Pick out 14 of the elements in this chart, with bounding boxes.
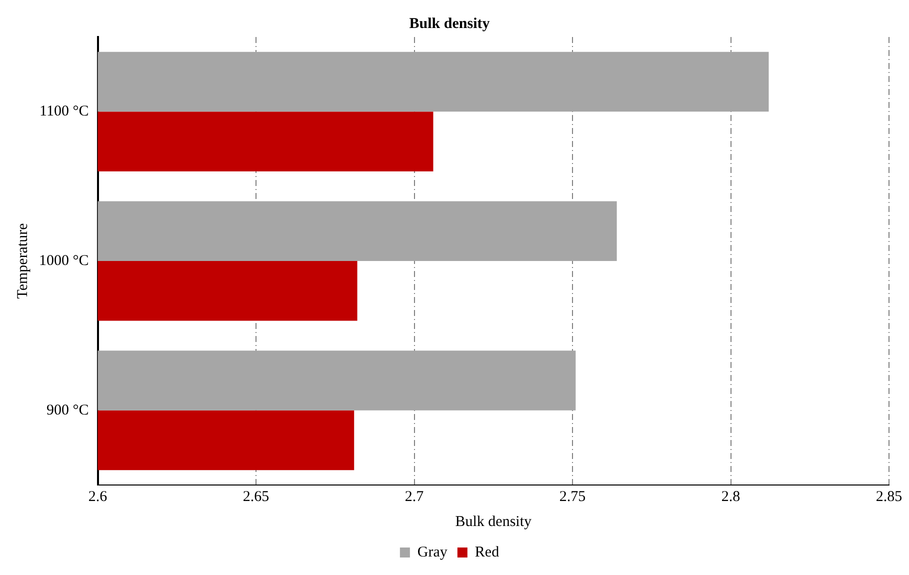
x-tick-label: 2.8 bbox=[721, 488, 740, 505]
x-tick-label: 2.85 bbox=[876, 488, 902, 505]
x-tick-label: 2.75 bbox=[559, 488, 586, 505]
legend-label: Red bbox=[474, 544, 500, 560]
y-tick-label: 1100 °C bbox=[40, 104, 89, 120]
x-tick-label: 2.6 bbox=[88, 488, 108, 505]
y-axis-title: Temperature bbox=[14, 222, 31, 299]
x-tick-label: 2.7 bbox=[404, 488, 424, 505]
chart-title: Bulk density bbox=[409, 16, 490, 32]
y-tick-label: 900 °C bbox=[46, 402, 89, 418]
x-axis-title: Bulk density bbox=[455, 514, 532, 530]
legend-label: Gray bbox=[417, 544, 448, 560]
y-tick-label: 1000 °C bbox=[38, 252, 89, 269]
x-tick-label: 2.65 bbox=[242, 488, 270, 505]
